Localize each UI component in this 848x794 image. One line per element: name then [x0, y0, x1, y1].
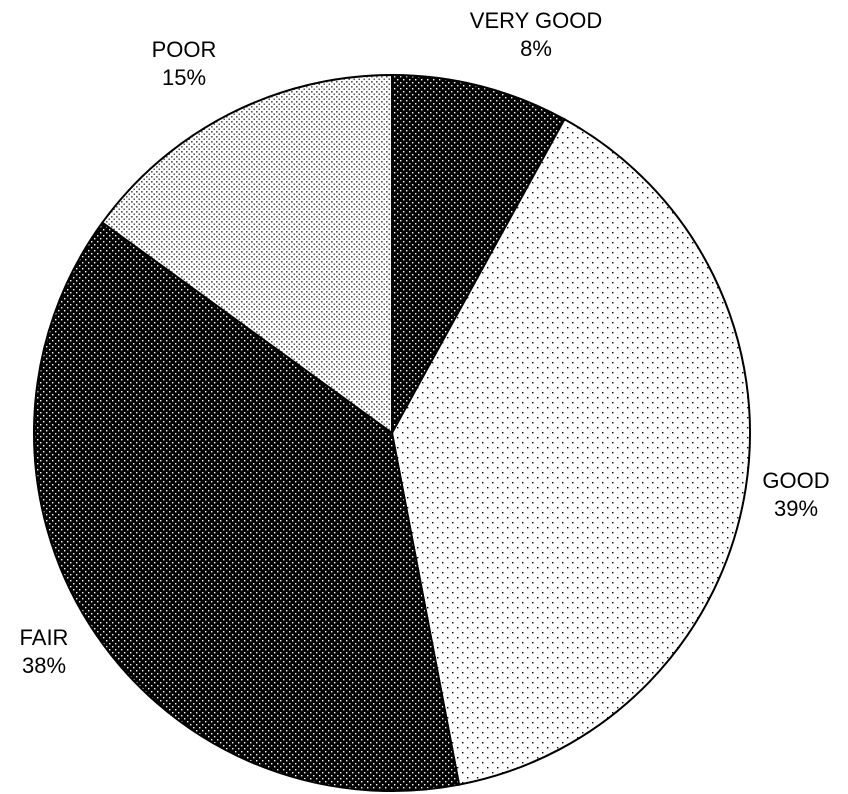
slice-value-label: 8%	[520, 36, 552, 61]
pie-slice-poor	[100, 73, 393, 435]
slice-value-label: 15%	[162, 65, 206, 90]
slice-label: POOR	[152, 37, 217, 62]
slice-value-label: 38%	[22, 653, 66, 678]
pie-slice-good	[390, 117, 751, 786]
slice-label: VERY GOOD	[470, 8, 602, 33]
slice-value-label: 39%	[774, 496, 818, 521]
slice-label: FAIR	[20, 625, 69, 650]
pie-slice-very-good	[391, 73, 566, 434]
slice-label: GOOD	[762, 468, 829, 493]
pie-slice-fair	[33, 221, 461, 792]
